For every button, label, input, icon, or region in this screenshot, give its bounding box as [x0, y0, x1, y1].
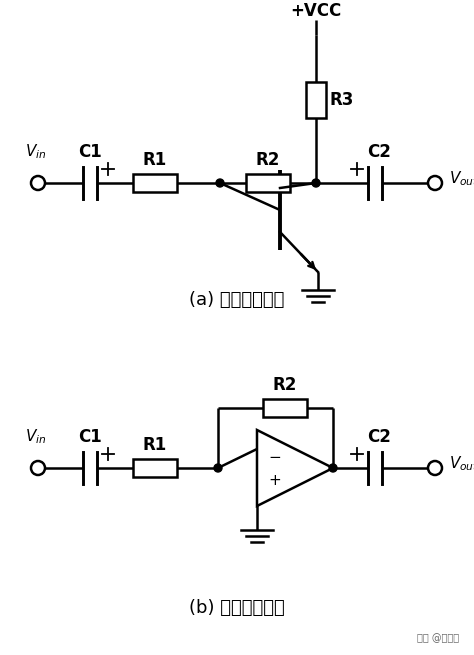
Text: C1: C1: [78, 143, 102, 161]
Bar: [263, 399, 307, 417]
Circle shape: [214, 464, 222, 472]
Text: R2: R2: [273, 376, 297, 394]
Text: C2: C2: [367, 143, 391, 161]
Text: +VCC: +VCC: [291, 2, 342, 20]
Text: R1: R1: [143, 436, 167, 454]
Polygon shape: [257, 430, 333, 506]
Text: C1: C1: [78, 428, 102, 446]
Text: R3: R3: [330, 91, 355, 109]
Bar: [246, 174, 290, 192]
Circle shape: [312, 179, 320, 187]
Bar: [133, 459, 177, 477]
Text: $V_{\mathregular{in}}$: $V_{\mathregular{in}}$: [25, 427, 47, 446]
Text: (a) 单管放大电路: (a) 单管放大电路: [189, 291, 285, 309]
Text: (b) 视作运放之后: (b) 视作运放之后: [189, 599, 285, 617]
Text: $V_{\mathregular{in}}$: $V_{\mathregular{in}}$: [25, 142, 47, 161]
Bar: [133, 174, 177, 192]
Text: R2: R2: [256, 151, 280, 169]
Text: C2: C2: [367, 428, 391, 446]
Text: R1: R1: [143, 151, 167, 169]
Text: $V_{\mathregular{out}}$: $V_{\mathregular{out}}$: [449, 170, 474, 189]
Text: $+$: $+$: [267, 473, 281, 488]
Text: 头条 @机电匠: 头条 @机电匠: [417, 633, 459, 643]
Bar: [306, 82, 326, 118]
Circle shape: [216, 179, 224, 187]
Text: $V_{\mathregular{out}}$: $V_{\mathregular{out}}$: [449, 455, 474, 474]
Circle shape: [329, 464, 337, 472]
Text: $-$: $-$: [267, 448, 281, 463]
